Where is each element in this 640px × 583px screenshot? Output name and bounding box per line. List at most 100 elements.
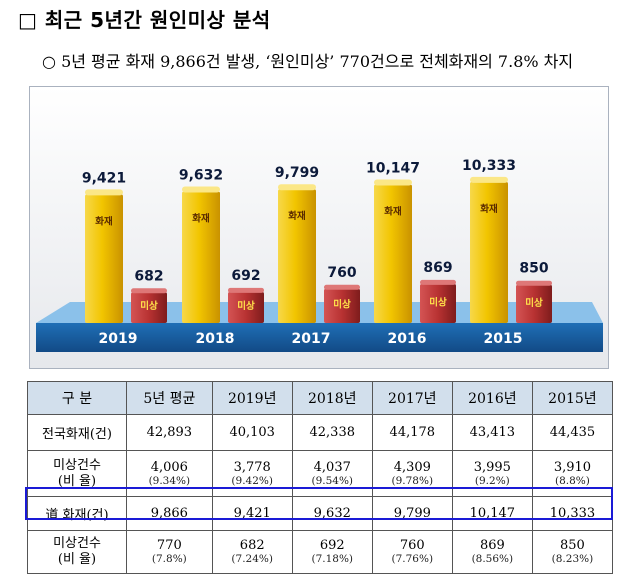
unknown-value-label: 760 [327,265,356,281]
cell-count: 3,995 [473,459,511,475]
unknown-series-label: 미상 [237,300,255,312]
cell-ratio: (7.24%) [231,553,273,565]
fire-series-label: 화재 [288,210,305,222]
fire-bar-cap-2018 [182,186,220,193]
table-row-national-unknown: 미상건수 (비 율) 4,006 (9.34%) 3,778 (9.42%) 4,0… [27,450,614,497]
table-cell: 10,147 [451,496,533,531]
fire-series-label: 화재 [192,212,209,224]
unknown-value-label: 850 [519,261,548,277]
platform-front [36,323,603,352]
unknown-bar-cap-2019 [131,288,167,294]
header-2018: 2018년 [291,381,373,415]
fire-value-label: 9,421 [82,170,126,186]
unknown-bar-cap-2015 [516,280,552,286]
row-label-sub: (비 율) [57,473,97,489]
cell-count: 760 [399,538,425,553]
year-label-2016: 2016 [388,331,427,347]
unknown-bar-cap-2016 [420,279,456,285]
table-row-national-fires: 전국화재(건) 42,893 40,103 42,338 44,178 43,4… [27,414,614,451]
cell-count: 869 [479,538,505,553]
cell-count: 850 [560,538,585,553]
table-cell: 42,338 [291,414,373,451]
unknown-series-label: 미상 [333,299,351,311]
cell-count: 4,006 [150,459,188,475]
fire-bar-2016 [374,184,412,323]
cell-ratio: (9.54%) [311,474,354,487]
cell-ratio: (9.42%) [231,474,273,487]
cell-ratio: (8.56%) [471,553,514,565]
unknown-value-label: 682 [134,268,163,284]
cell-ratio: (9.78%) [391,474,434,487]
cell-ratio: (7.76%) [391,553,434,565]
summary-marker: ○ [42,52,56,71]
unknown-bar-cap-2017 [324,284,360,290]
table-row-province-unknown: 미상건수 (비 율) 770 (7.8%) 682 (7.24%) 692 (7.18… [27,530,614,574]
table-cell: 44,178 [371,414,453,451]
year-label-2017: 2017 [292,331,331,347]
fire-stats-table: 구 분 5년 평균 2019년 2018년 2017년 2016년 2015년 … [27,381,614,574]
row-label-main: 미상건수 [53,457,101,473]
cell-count: 4,309 [393,459,431,475]
table-cell: 9,799 [371,496,453,531]
heading-text: 최근 5년간 원인미상 분석 [44,8,271,32]
row-label-province-fires: 道 화재(건) [27,496,127,531]
cell-ratio: (8.23%) [551,553,594,565]
cell-count: 770 [156,538,182,553]
table-cell: 42,893 [126,414,213,451]
table-cell: 869 (8.56%) [451,530,533,574]
cell-ratio: (8.8%) [555,474,590,487]
fire-value-label: 10,147 [366,160,420,176]
summary-line: ○ 5년 평균 화재 9,866건 발생, ‘원인미상’ 770건으로 전체화재… [42,48,573,72]
fire-bar-2017 [278,189,316,323]
table-cell: 850 (8.23%) [531,530,614,574]
header-category: 구 분 [27,381,127,415]
row-label-national-unknown: 미상건수 (비 율) [27,450,127,497]
fire-value-label: 9,799 [275,165,319,181]
row-label-national-fires: 전국화재(건) [27,414,127,451]
row-label-province-unknown: 미상건수 (비 율) [27,530,127,574]
header-5yr-avg: 5년 평균 [126,381,213,415]
table-cell: 770 (7.8%) [126,530,213,574]
cell-ratio: (9.2%) [474,474,510,487]
fire-series-label: 화재 [95,215,112,227]
fire-chart-svg: 9,421 화재 682 미상 2019 9,632 화재 692 미상 2018 9,799 화재 7… [36,158,603,352]
fire-bar-2015 [470,181,508,323]
fire-bar-2018 [182,191,220,323]
table-cell: 3,778 (9.42%) [211,450,293,497]
table-cell: 9,421 [211,496,293,531]
unknown-bar-2016 [420,283,456,323]
table-cell: 44,435 [531,414,614,451]
table-cell: 4,309 (9.78%) [371,450,453,497]
table-cell: 4,006 (9.34%) [126,450,213,497]
cell-ratio: (7.18%) [311,553,354,565]
fire-value-label: 10,333 [462,158,516,174]
cell-count: 3,910 [553,459,592,475]
fire-bar-cap-2017 [278,184,316,191]
summary-text: 5년 평균 화재 9,866건 발생, ‘원인미상’ 770건으로 전체화재의 … [61,52,574,71]
table-cell: 760 (7.76%) [371,530,453,574]
header-2015: 2015년 [531,381,614,415]
table-cell: 40,103 [211,414,293,451]
unknown-bar-2015 [516,284,552,323]
unknown-bar-cap-2018 [228,287,264,293]
cell-count: 4,037 [313,459,351,475]
table-row-province-fires: 道 화재(건) 9,866 9,421 9,632 9,799 10,147 1… [27,496,614,531]
fire-bar-cap-2019 [85,189,123,196]
header-2019: 2019년 [211,381,293,415]
table-cell: 3,910 (8.8%) [531,450,614,497]
heading-marker: □ [18,8,38,32]
unknown-bar-2017 [324,288,360,323]
fire-series-label: 화재 [384,205,401,217]
unknown-series-label: 미상 [429,296,447,308]
fire-bar-cap-2015 [470,176,508,183]
header-2017: 2017년 [371,381,453,415]
table-cell: 43,413 [451,414,533,451]
platform-top [36,302,603,323]
table-cell: 10,333 [531,496,614,531]
unknown-value-label: 692 [231,268,260,284]
cell-count: 3,778 [233,459,271,475]
table-cell: 692 (7.18%) [291,530,373,574]
table-cell: 9,866 [126,496,213,531]
year-label-2019: 2019 [99,331,138,347]
table-cell: 9,632 [291,496,373,531]
